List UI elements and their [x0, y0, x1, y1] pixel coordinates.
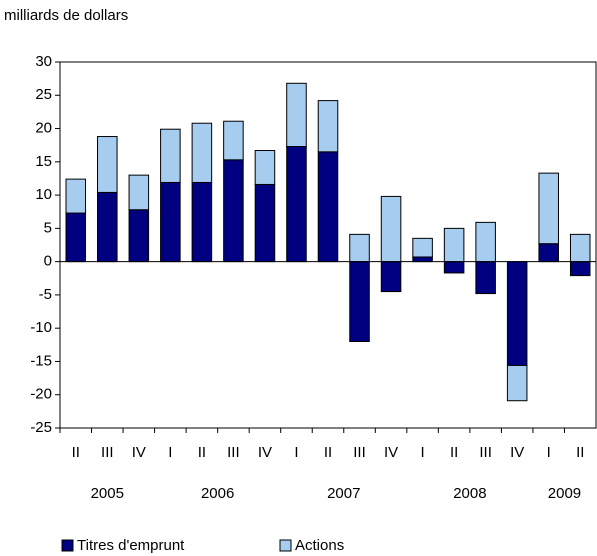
x-tick-label: II — [198, 444, 206, 461]
y-tick-label: 10 — [35, 186, 52, 203]
x-tick-label: I — [421, 444, 425, 461]
year-label: 2008 — [453, 485, 486, 502]
bar — [349, 233, 370, 263]
bar — [191, 181, 213, 263]
y-tick-label: 15 — [35, 153, 52, 170]
bar — [380, 261, 402, 293]
bar — [443, 261, 465, 274]
year-label: 2007 — [327, 485, 360, 502]
bar — [317, 151, 339, 263]
x-tick-label: IV — [510, 444, 524, 461]
bar — [412, 237, 433, 258]
bar — [160, 181, 181, 263]
y-tick-label: 30 — [35, 53, 52, 70]
x-tick-label: III — [101, 444, 114, 461]
x-tick-label: III — [353, 444, 366, 461]
bar — [317, 100, 339, 153]
bar — [160, 128, 181, 183]
bar — [191, 122, 213, 183]
bar — [538, 172, 559, 245]
plot-frame — [59, 61, 597, 429]
bar — [443, 227, 465, 263]
x-tick-label: I — [168, 444, 172, 461]
y-axis-label: milliards de dollars — [4, 7, 128, 24]
y-tick-label: -10 — [30, 319, 52, 336]
bar — [475, 261, 496, 295]
bar — [569, 233, 591, 263]
bar — [128, 174, 150, 211]
legend-label: Actions — [295, 537, 344, 554]
bar — [506, 261, 528, 366]
bar — [412, 256, 433, 263]
bar — [569, 261, 591, 277]
bar — [506, 364, 528, 402]
bar — [254, 183, 276, 263]
bar — [254, 150, 276, 185]
x-tick-label: II — [576, 444, 584, 461]
bar — [286, 146, 307, 263]
x-tick-label: III — [479, 444, 492, 461]
y-tick-label: -5 — [39, 286, 52, 303]
bar — [349, 261, 370, 342]
x-tick-label: II — [72, 444, 80, 461]
bar — [223, 159, 244, 263]
year-label: 2005 — [91, 485, 124, 502]
bar — [286, 82, 307, 148]
y-tick-label: -25 — [30, 419, 52, 436]
year-label: 2006 — [201, 485, 234, 502]
bar — [65, 212, 87, 263]
year-label: 2009 — [548, 485, 581, 502]
x-tick-label: II — [450, 444, 458, 461]
legend-label: Titres d'emprunt — [77, 537, 185, 554]
bar — [475, 221, 496, 263]
legend-swatch — [279, 539, 292, 552]
bar — [380, 195, 402, 263]
y-tick-label: -15 — [30, 352, 52, 369]
x-tick-label: II — [324, 444, 332, 461]
bar — [65, 178, 87, 214]
legend-swatch — [61, 539, 74, 552]
y-tick-label: 20 — [35, 120, 52, 137]
x-tick-label: IV — [132, 444, 146, 461]
x-tick-label: I — [547, 444, 551, 461]
y-tick-label: 0 — [44, 253, 52, 270]
y-tick-label: 5 — [44, 219, 52, 236]
y-tick-label: 25 — [35, 86, 52, 103]
y-tick-label: -20 — [30, 386, 52, 403]
x-tick-label: III — [227, 444, 240, 461]
bar — [97, 136, 118, 193]
bar — [128, 209, 150, 263]
bar — [223, 120, 244, 161]
x-tick-label: IV — [384, 444, 398, 461]
bar — [97, 191, 118, 263]
x-tick-label: IV — [258, 444, 272, 461]
x-tick-label: I — [294, 444, 298, 461]
bar — [538, 243, 559, 263]
